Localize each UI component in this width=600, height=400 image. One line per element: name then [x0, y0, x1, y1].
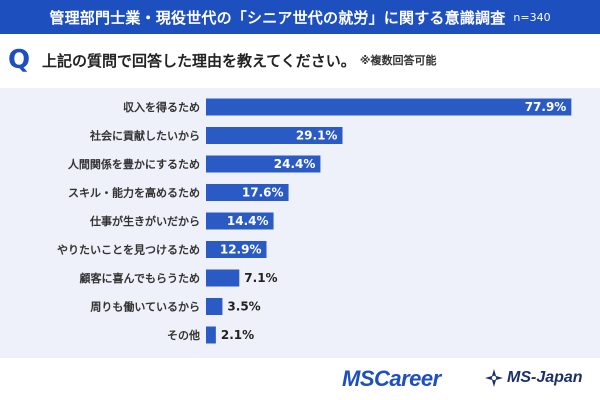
sample-size: n=340 — [513, 10, 551, 24]
chart-panel: 収入を得るため 77.9% 社会に貢献したいから 29.1% 人間関係を豊かにするため 2… — [0, 88, 600, 358]
bar — [206, 241, 267, 258]
bar — [206, 298, 223, 315]
value-label: 12.9% — [220, 243, 262, 257]
value-label: 3.5% — [227, 300, 260, 314]
survey-header: 管理部門士業・現役世代の「シニア世代の就労」に関する意識調査 n=340 — [0, 0, 600, 34]
value-label: 2.1% — [221, 328, 254, 342]
bar — [206, 269, 240, 287]
bar — [206, 212, 274, 230]
question-text: 上記の質問で回答した理由を教えてください。 — [42, 51, 356, 70]
value-label: 7.1% — [244, 271, 277, 285]
bar — [206, 155, 321, 173]
category-label: 仕事が生きがいだから — [89, 214, 200, 228]
value-label: 24.4% — [274, 157, 316, 171]
value-label: 29.1% — [296, 129, 338, 143]
bar — [206, 326, 216, 344]
question-row: Q 上記の質問で回答した理由を教えてください。 ※複数回答可能 — [8, 44, 437, 76]
category-label: 収入を得るため — [123, 100, 200, 114]
bar — [206, 184, 289, 201]
bar-chart: 収入を得るため 77.9% 社会に貢献したいから 29.1% 人間関係を豊かにするため 2… — [57, 98, 572, 344]
category-label: 人間関係を豊かにするため — [68, 157, 200, 171]
question-mark-icon: Q — [8, 45, 31, 75]
category-label: やりたいことを見つけるため — [57, 244, 200, 257]
footer: MSCareer MS-Japan — [0, 358, 600, 400]
msjapan-logo: MS-Japan — [484, 368, 583, 388]
question-note: ※複数回答可能 — [359, 54, 437, 67]
survey-title: 管理部門士業・現役世代の「シニア世代の就労」に関する意識調査 — [49, 8, 506, 27]
category-label: 周りも働いているから — [90, 300, 200, 314]
category-label: スキル・能力を高めるため — [68, 186, 200, 200]
category-label: その他 — [167, 328, 200, 342]
bar — [206, 127, 343, 144]
value-label: 14.4% — [227, 214, 269, 228]
mscareer-logo: MSCareer — [342, 366, 441, 391]
msjapan-mark-icon — [485, 369, 503, 387]
value-label: 17.6% — [242, 186, 284, 200]
msjapan-logo-text: MS-Japan — [507, 369, 583, 386]
value-label: 77.9% — [525, 100, 567, 114]
bar — [206, 98, 572, 116]
category-label: 社会に貢献したいから — [89, 129, 200, 143]
category-label: 顧客に喜んでもらうため — [80, 271, 200, 285]
